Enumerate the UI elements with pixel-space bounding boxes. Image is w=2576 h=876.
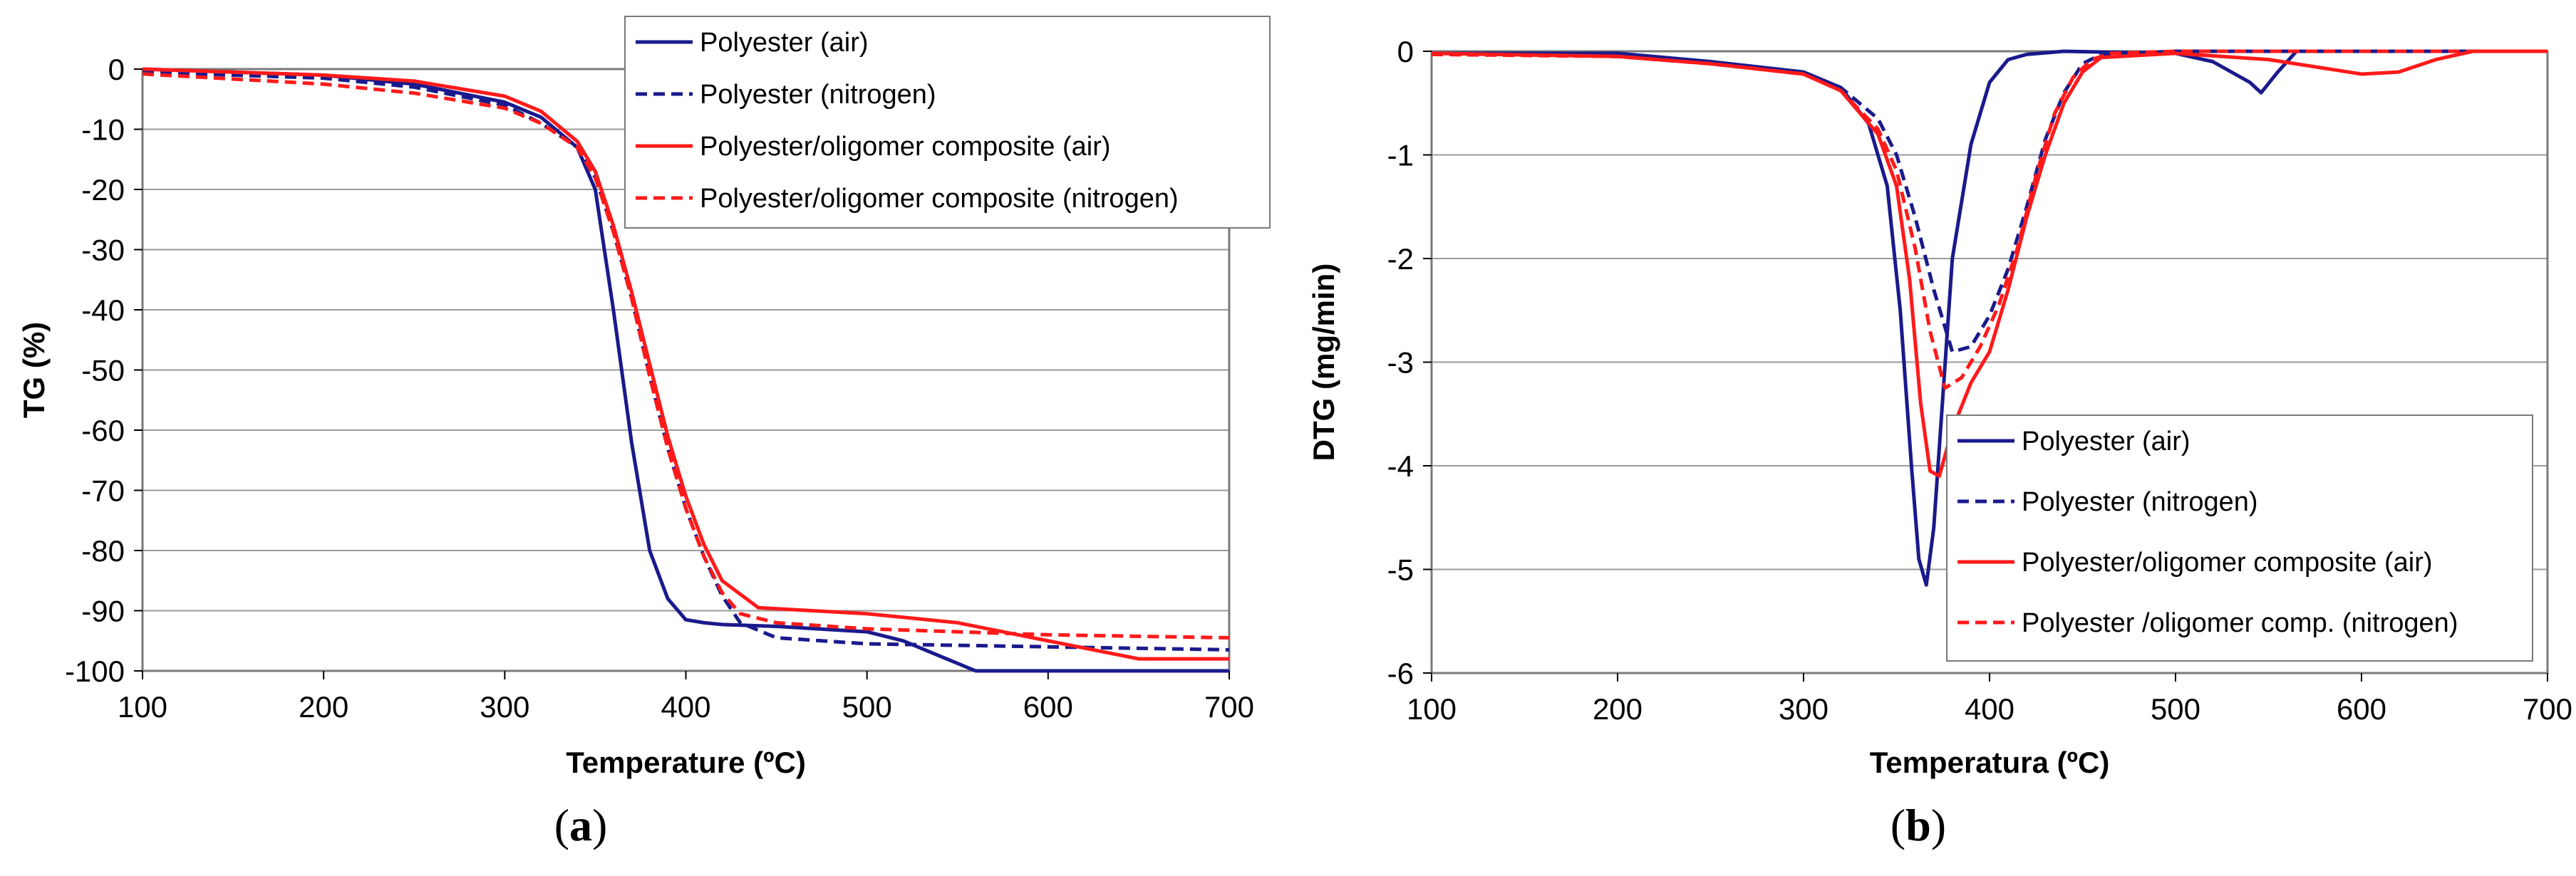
x-tick-label: 100	[118, 690, 167, 724]
caption-a: (a)	[554, 800, 608, 850]
legend-label-4: Polyester/oligomer composite (nitrogen)	[700, 184, 1179, 214]
series-line-1	[143, 67, 1229, 673]
y-tick-label: -90	[81, 595, 125, 628]
y-tick-label: -10	[81, 113, 125, 147]
x-axis-title: Temperature (ºC)	[566, 746, 806, 779]
legend-box	[1946, 414, 2533, 662]
series-line-2	[1432, 49, 2547, 354]
y-tick-label: -6	[1387, 657, 1414, 690]
legend-label-1: Polyester (air)	[700, 28, 869, 58]
series-line-3	[1432, 49, 2547, 478]
x-tick-label: 200	[1593, 692, 1643, 726]
y-tick-label: -20	[81, 173, 125, 207]
legend-label-2: Polyester (nitrogen)	[2022, 487, 2258, 517]
y-axis-title: DTG (mg/min)	[1307, 264, 1340, 462]
y-tick-label: -1	[1387, 139, 1414, 172]
series-line-4	[143, 72, 1229, 640]
y-tick-label: -2	[1387, 242, 1414, 276]
x-tick-label: 200	[299, 690, 348, 724]
x-tick-label: 600	[2337, 692, 2386, 726]
y-tick-label: -60	[81, 414, 125, 447]
y-tick-label: -70	[81, 474, 125, 508]
caption-b-label: b	[1905, 800, 1931, 850]
legend-label-1: Polyester (air)	[2022, 427, 2190, 457]
y-tick-label: -3	[1387, 346, 1414, 380]
caption-a-label: a	[569, 800, 592, 850]
chart-panel-a: 0 -10 -20 -30 -40 -50 -60 -70 -80 -90 -100 100 200 30…	[17, 16, 1271, 850]
x-tick-label: 400	[1965, 692, 2014, 726]
legend-label-3: Polyester/oligomer composite (air)	[700, 132, 1111, 162]
caption-b: (b)	[1890, 800, 1947, 850]
x-tick-label: 500	[2151, 692, 2200, 726]
y-tick-label: 0	[108, 53, 125, 86]
x-tick-label: 300	[480, 690, 529, 724]
x-tick-label: 300	[1779, 692, 1828, 726]
y-tick-label: -30	[81, 234, 125, 267]
y-tick-label: -5	[1387, 553, 1414, 587]
y-tick-label: -50	[81, 354, 125, 387]
legend-label-4: Polyester /oligomer comp. (nitrogen)	[2022, 608, 2458, 638]
y-tick-label: -80	[81, 534, 125, 568]
legend-label-2: Polyester (nitrogen)	[700, 80, 936, 110]
x-axis-title: Temperatura (ºC)	[1870, 746, 2110, 779]
x-tick-label: 100	[1407, 692, 1457, 726]
y-axis-title: TG (%)	[17, 322, 51, 418]
x-tick-label: 500	[842, 690, 892, 724]
y-tick-label: -100	[65, 655, 125, 688]
chart-panel-b: 0 -1 -2 -3 -4 -5 -6 100 200 300 400 500 600 700 Temper…	[1288, 0, 2576, 876]
x-tick-label: 700	[2523, 692, 2572, 726]
legend-box	[624, 16, 1271, 229]
x-tick-label: 700	[1204, 690, 1254, 724]
series-line-4	[1432, 49, 2547, 390]
series-line-3	[143, 67, 1229, 661]
legend-label-3: Polyester/oligomer composite (air)	[2022, 548, 2433, 578]
y-tick-label: 0	[1397, 35, 1414, 68]
x-tick-label: 400	[661, 690, 710, 724]
series-line-2	[143, 70, 1229, 652]
x-tick-label: 600	[1023, 690, 1073, 724]
y-tick-label: -40	[81, 293, 125, 327]
y-tick-label: -4	[1387, 449, 1414, 483]
